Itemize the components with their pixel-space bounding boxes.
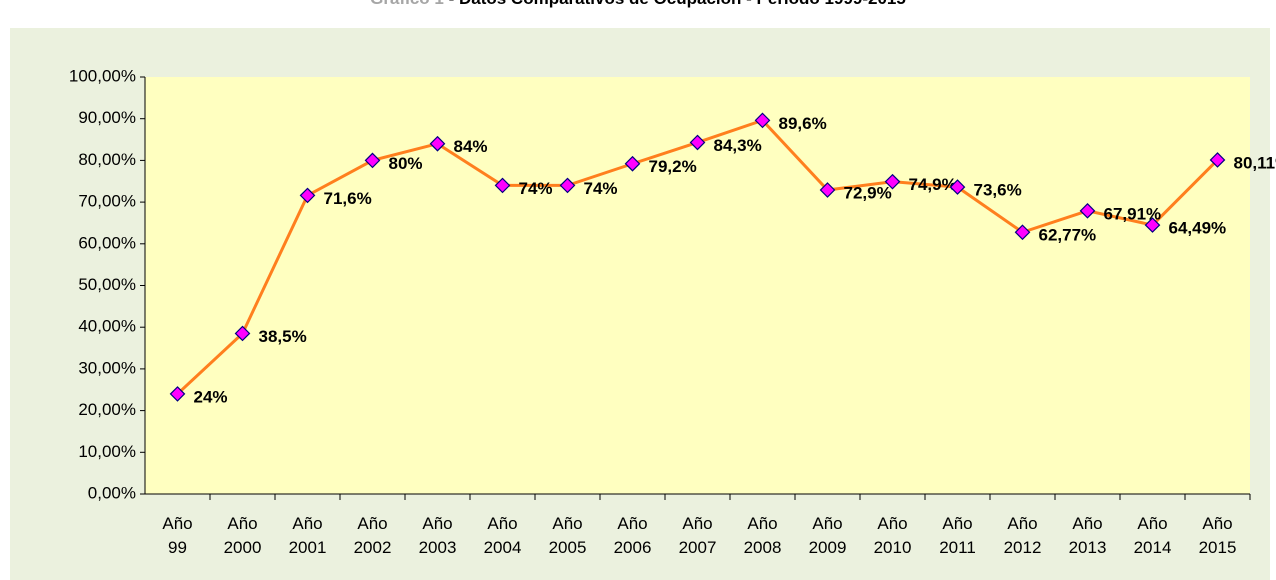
- y-tick-label: 70,00%: [78, 192, 136, 211]
- y-tick-label: 20,00%: [78, 400, 136, 419]
- data-label: 79,2%: [649, 157, 697, 176]
- data-label: 71,6%: [324, 189, 372, 208]
- marker: [754, 112, 771, 129]
- data-label: 74%: [519, 179, 553, 198]
- data-label: 67,91%: [1104, 204, 1162, 223]
- x-tick-label: Año 2009: [808, 514, 847, 557]
- y-tick-label: 60,00%: [78, 233, 136, 252]
- x-tick-label: Año 2008: [743, 514, 782, 557]
- y-tick-label: 30,00%: [78, 358, 136, 377]
- y-tick-label: 0,00%: [88, 483, 136, 502]
- marker: [169, 386, 186, 402]
- x-tick-label: Año 2003: [418, 514, 457, 557]
- data-label: 84%: [454, 137, 488, 156]
- data-label: 24%: [194, 387, 228, 406]
- marker: [949, 179, 966, 195]
- title-main: - Datos Comparativos de Ocupación - Perí…: [444, 0, 906, 8]
- marker: [364, 152, 381, 169]
- marker: [1079, 202, 1096, 219]
- y-tick-label: 40,00%: [78, 317, 136, 336]
- marker: [559, 177, 576, 194]
- data-label: 72,9%: [844, 183, 892, 202]
- x-tick-label: Año 2006: [613, 514, 652, 557]
- x-tick-label: Año 2001: [288, 514, 327, 557]
- data-label: 74,9%: [909, 175, 957, 194]
- y-tick-label: 90,00%: [78, 108, 136, 127]
- marker: [624, 155, 641, 172]
- chart-title: Gráfico 1 - Datos Comparativos de Ocupac…: [370, 0, 906, 8]
- data-label: 80%: [389, 154, 423, 173]
- y-tick-label: 50,00%: [78, 275, 136, 294]
- data-label: 84,3%: [714, 136, 762, 155]
- marker: [494, 177, 511, 194]
- marker: [884, 173, 901, 190]
- y-tick-label: 10,00%: [78, 442, 136, 461]
- marker: [299, 187, 316, 204]
- marker: [1209, 152, 1226, 168]
- x-tick-label: Año 2005: [548, 514, 587, 557]
- y-tick-label: 80,00%: [78, 150, 136, 169]
- x-tick-label: Año 99: [162, 514, 193, 557]
- x-tick-label: Año 2013: [1068, 514, 1107, 557]
- x-tick-label: Año 2011: [939, 514, 976, 557]
- data-label: 73,6%: [974, 181, 1022, 200]
- x-tick-label: Año 2014: [1133, 514, 1172, 557]
- y-tick-label: 100,00%: [69, 66, 136, 85]
- marker: [1144, 217, 1161, 233]
- data-label: 89,6%: [779, 114, 827, 133]
- x-tick-label: Año 2007: [678, 514, 717, 557]
- data-label: 74%: [584, 179, 618, 198]
- x-tick-label: Año 2000: [223, 514, 262, 557]
- marker: [689, 134, 706, 151]
- marker: [1014, 224, 1031, 241]
- x-tick-label: Año 2012: [1003, 514, 1042, 557]
- x-tick-label: Año 2015: [1198, 514, 1237, 557]
- data-label: 64,49%: [1169, 219, 1227, 238]
- data-label: 62,77%: [1039, 226, 1097, 245]
- marker: [234, 325, 251, 342]
- data-label: 80,11%: [1234, 153, 1276, 172]
- x-tick-label: Año 2002: [353, 514, 392, 557]
- data-label: 38,5%: [259, 327, 307, 346]
- marker: [429, 135, 446, 152]
- title-prefix: Gráfico 1: [370, 0, 444, 8]
- x-tick-label: Año 2010: [873, 514, 912, 557]
- marker: [819, 182, 836, 198]
- x-tick-label: Año 2004: [483, 514, 522, 557]
